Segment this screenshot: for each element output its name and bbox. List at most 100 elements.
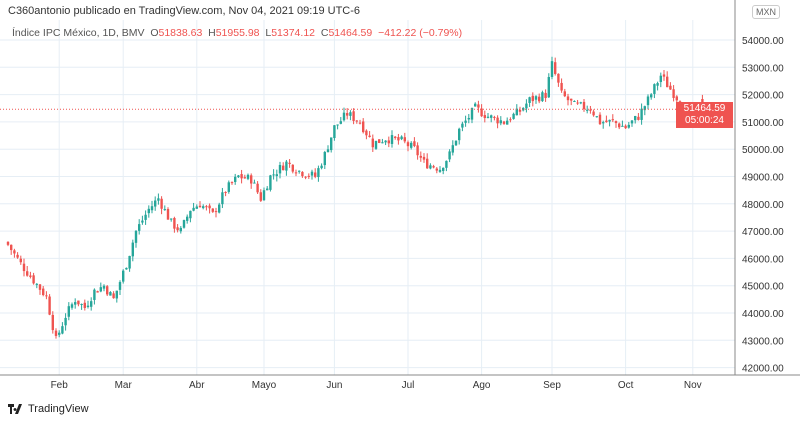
candle-body (669, 85, 672, 90)
candle-body (138, 224, 141, 231)
candle-body (413, 141, 416, 147)
candle-body (99, 287, 102, 292)
candle-body (458, 128, 461, 141)
candle-body (352, 111, 355, 121)
tradingview-logo[interactable]: TradingView (8, 403, 89, 415)
candle-body (432, 166, 435, 168)
candle-body (282, 165, 285, 171)
candle-body (179, 227, 182, 232)
y-tick-label: 42000.00 (742, 364, 784, 375)
candle-body (214, 211, 218, 213)
candle-body (326, 149, 330, 153)
candle-body (541, 92, 544, 102)
brand-name: TradingView (28, 403, 89, 415)
candle-body (605, 120, 608, 123)
candle-body (429, 165, 432, 169)
candle-body (6, 241, 10, 245)
candle-body (278, 164, 282, 174)
y-tick-label: 48000.00 (742, 200, 784, 211)
candle-body (176, 227, 179, 231)
candle-body (397, 137, 400, 141)
candle-body (640, 108, 643, 120)
candle-body (509, 119, 512, 121)
candle-body (102, 285, 106, 289)
candle-body (349, 112, 352, 116)
candle-body (173, 218, 176, 229)
candle-body (22, 263, 26, 272)
candle-body (70, 304, 74, 308)
candle-body (659, 75, 662, 83)
candle-body (195, 206, 198, 209)
candle-body (374, 140, 378, 149)
candle-body (38, 284, 42, 290)
candle-body (672, 89, 675, 98)
candle-body (486, 116, 490, 118)
candle-body (666, 76, 669, 88)
x-tick-label: Sep (543, 380, 561, 391)
symbol: Índice IPC México, 1D, BMV (12, 27, 145, 39)
candle-body (416, 145, 419, 156)
candle-body (157, 198, 160, 201)
candle-body (534, 96, 538, 100)
ohlc-legend: Índice IPC México, 1D, BMV O51838.63 H51… (12, 27, 462, 39)
candle-body (83, 302, 86, 308)
candle-body (387, 140, 390, 144)
x-tick-label: Mar (115, 380, 133, 391)
currency-button[interactable]: MXN (752, 5, 780, 19)
change-value: −412.22 (−0.79%) (378, 27, 463, 39)
candle-body (54, 330, 58, 336)
candle-body (390, 135, 394, 144)
candle-body (26, 271, 29, 276)
candle-body (403, 137, 406, 142)
x-tick-label: Ago (473, 380, 491, 391)
candle-body (182, 220, 186, 228)
x-tick-label: Nov (684, 380, 702, 391)
candle-body (627, 124, 630, 128)
candle-body (624, 125, 627, 129)
candle-body (528, 97, 531, 103)
candle-body (355, 120, 358, 122)
candle-body (310, 171, 314, 176)
candle-body (285, 161, 288, 171)
candle-body (93, 289, 96, 300)
y-tick-label: 45000.00 (742, 282, 784, 293)
candle-body (218, 204, 221, 213)
candle-body (112, 293, 115, 299)
candle-body (435, 168, 438, 171)
candle-body (525, 103, 528, 109)
candle-body (650, 94, 653, 98)
candle-body (339, 121, 342, 124)
candle-body (269, 175, 272, 190)
candle-body (291, 164, 294, 172)
candle-body (621, 125, 624, 127)
candle-body (662, 74, 666, 77)
candle-body (67, 306, 70, 317)
candle-body (198, 205, 202, 208)
candle-body (611, 119, 614, 121)
candle-body (445, 160, 448, 168)
close-value: 51464.59 (328, 27, 373, 39)
candle-body (246, 174, 250, 179)
x-tick-label: Mayo (252, 380, 277, 391)
candle-body (573, 100, 576, 102)
candle-body (368, 135, 371, 138)
candle-body (586, 109, 589, 111)
x-tick-label: Jul (402, 380, 415, 391)
candle-body (499, 120, 502, 124)
candle-body (346, 113, 349, 116)
candle-body (675, 96, 678, 101)
candle-body (547, 76, 550, 98)
candle-body (150, 206, 154, 211)
open-label: O (150, 27, 159, 39)
candle-body (29, 275, 32, 277)
candle-body (80, 303, 83, 305)
last-price: 51464.59 (683, 103, 726, 114)
candle-body (109, 292, 112, 296)
candle-body (19, 258, 22, 263)
high-value: 51955.98 (215, 27, 260, 39)
candle-body (314, 172, 317, 177)
y-tick-label: 43000.00 (742, 336, 784, 347)
candle-body (234, 176, 237, 182)
candle-body (256, 183, 259, 193)
